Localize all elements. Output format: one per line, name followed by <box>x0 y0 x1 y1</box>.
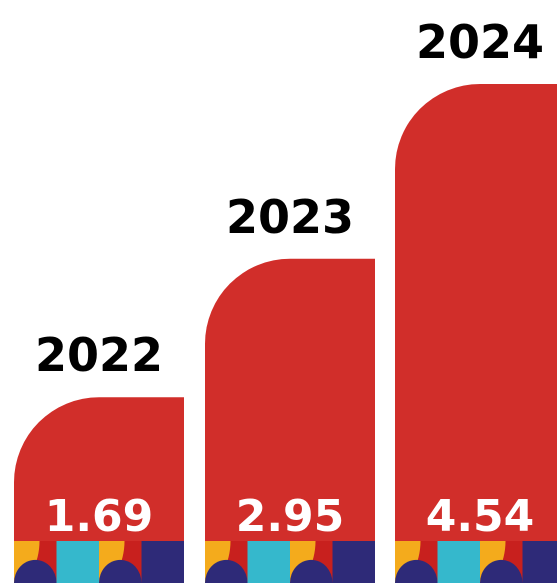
pattern-cell <box>248 541 291 583</box>
pattern-cell <box>438 541 481 583</box>
pattern-strip-icon-2024 <box>395 541 557 583</box>
pattern-strip-icon-2023 <box>205 541 375 583</box>
value-label: 4.54 <box>426 491 535 542</box>
category-label: 2022 <box>35 328 163 382</box>
pattern-cell <box>57 541 100 583</box>
pattern-cell <box>523 541 557 583</box>
pattern-cell <box>333 541 376 583</box>
category-label: 2024 <box>416 15 544 69</box>
value-label: 2.95 <box>236 491 345 542</box>
category-label: 2023 <box>226 190 354 244</box>
pattern-strip-icon-2022 <box>14 541 184 583</box>
pattern-strip-layer <box>14 541 557 583</box>
pattern-cell <box>142 541 185 583</box>
value-label: 1.69 <box>45 491 154 542</box>
